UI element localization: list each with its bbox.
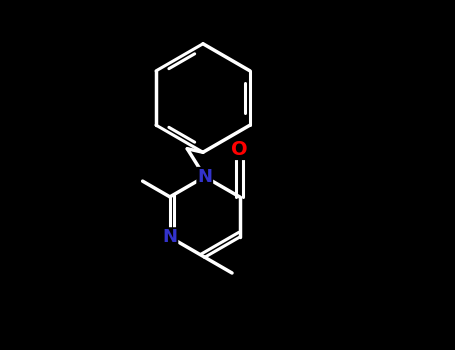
Text: N: N xyxy=(197,168,212,186)
Text: N: N xyxy=(162,228,177,246)
Text: O: O xyxy=(231,140,248,159)
